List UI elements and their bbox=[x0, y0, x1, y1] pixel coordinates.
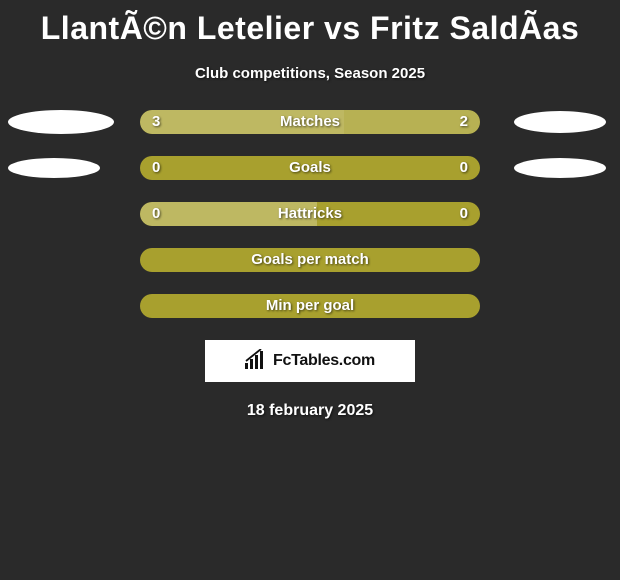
stat-value-right: 0 bbox=[460, 202, 468, 226]
subtitle: Club competitions, Season 2025 bbox=[0, 65, 620, 82]
stat-row: Min per goal bbox=[0, 294, 620, 318]
stats-rows: 3 2 Matches 0 0 Goals 0 0 Hattricks Goals per mat… bbox=[0, 110, 620, 318]
stat-row: 3 2 Matches bbox=[0, 110, 620, 134]
stat-label: Min per goal bbox=[266, 297, 354, 314]
page-title: LlantÃ©n Letelier vs Fritz SaldÃ­as bbox=[0, 0, 620, 47]
stat-row: 0 0 Goals bbox=[0, 156, 620, 180]
stat-label: Hattricks bbox=[278, 205, 342, 222]
player-ellipse-right bbox=[514, 111, 606, 133]
logo-text: FcTables.com bbox=[273, 352, 375, 370]
stat-value-right: 2 bbox=[460, 110, 468, 134]
stat-value-left: 0 bbox=[152, 202, 160, 226]
stat-label: Goals bbox=[289, 159, 331, 176]
logo-box: FcTables.com bbox=[205, 340, 415, 382]
stat-row: 0 0 Hattricks bbox=[0, 202, 620, 226]
stat-value-left: 0 bbox=[152, 156, 160, 180]
stat-label: Matches bbox=[280, 113, 340, 130]
date-text: 18 february 2025 bbox=[0, 402, 620, 420]
stat-bar: 0 0 Goals bbox=[140, 156, 480, 180]
stat-bar: Goals per match bbox=[140, 248, 480, 272]
player-ellipse-right bbox=[514, 158, 606, 178]
player-ellipse-left bbox=[8, 110, 114, 134]
stat-bar: 0 0 Hattricks bbox=[140, 202, 480, 226]
stat-value-left: 3 bbox=[152, 110, 160, 134]
stat-bar: 3 2 Matches bbox=[140, 110, 480, 134]
stat-bar: Min per goal bbox=[140, 294, 480, 318]
stat-label: Goals per match bbox=[251, 251, 369, 268]
player-ellipse-left bbox=[8, 158, 100, 178]
stat-value-right: 0 bbox=[460, 156, 468, 180]
chart-icon bbox=[245, 349, 267, 374]
stat-row: Goals per match bbox=[0, 248, 620, 272]
